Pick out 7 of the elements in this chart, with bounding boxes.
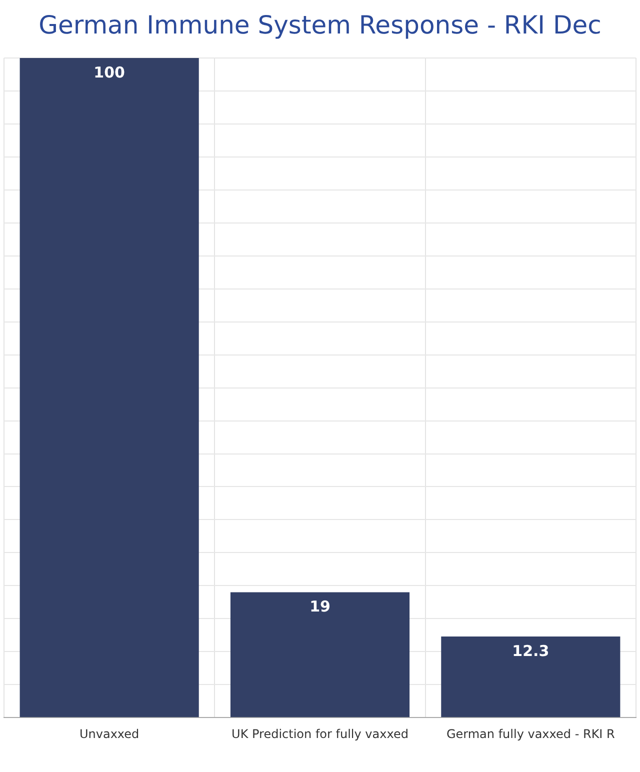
data-label: 100 <box>94 63 125 82</box>
x-tick-label: Unvaxxed <box>79 726 140 741</box>
chart-title: German Immune System Response - RKI Dec <box>38 10 602 40</box>
data-label: 19 <box>310 598 330 616</box>
x-tick-label: UK Prediction for fully vaxxed <box>232 726 408 741</box>
x-tick-label: German fully vaxxed - RKI R <box>446 726 615 741</box>
data-label: 12.3 <box>512 642 550 660</box>
